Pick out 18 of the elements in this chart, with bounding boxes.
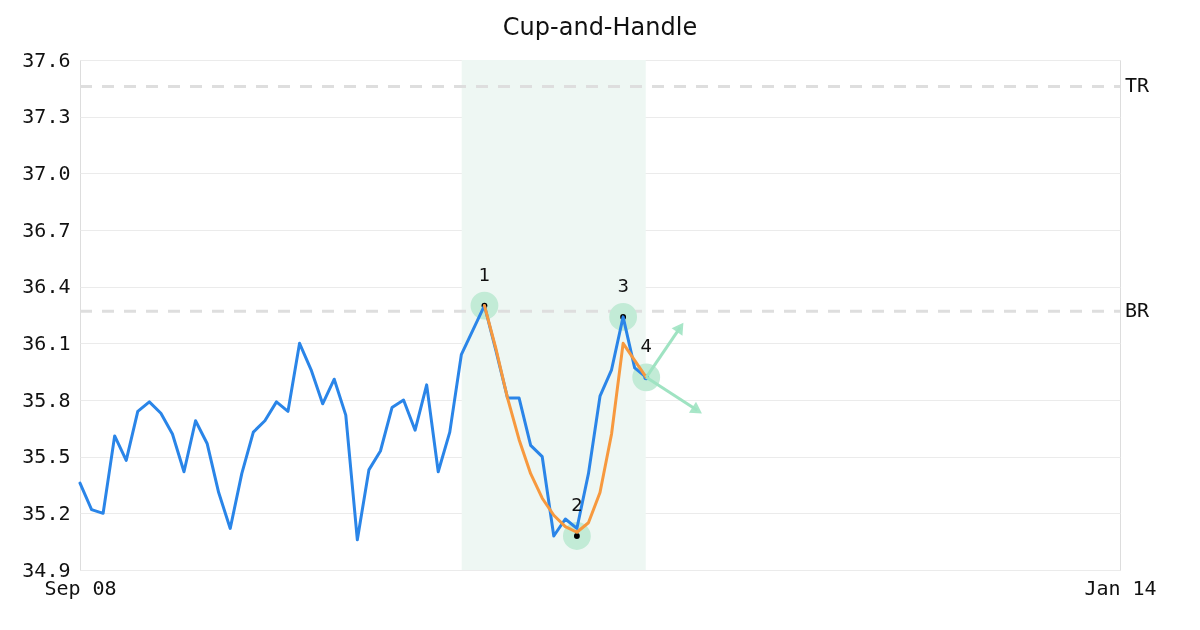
- y-tick-label: 36.7: [22, 217, 71, 242]
- annotation: 4: [640, 335, 652, 357]
- annotation: 3: [617, 274, 629, 296]
- y-tick-label: 36.1: [22, 330, 71, 355]
- y-tick-label: 35.8: [22, 387, 71, 412]
- y-tick-label: 37.6: [22, 47, 71, 72]
- annotation: 2: [571, 494, 583, 515]
- y-tick-label: 37.0: [22, 160, 71, 185]
- chart-title: Cup-and-Handle: [502, 13, 698, 41]
- y-tick-label: 35.5: [22, 444, 71, 469]
- y-tick-label: 35.2: [22, 500, 71, 525]
- x-tick-label: Jan 14: [1084, 575, 1157, 600]
- ref-line-label: BR: [1125, 298, 1151, 323]
- annotation: 1: [478, 263, 491, 285]
- y-tick-label: 34.9: [22, 557, 71, 582]
- ref-line-label: TR: [1125, 73, 1151, 98]
- y-tick-label: 37.3: [22, 104, 71, 129]
- y-tick-label: 36.4: [22, 274, 71, 299]
